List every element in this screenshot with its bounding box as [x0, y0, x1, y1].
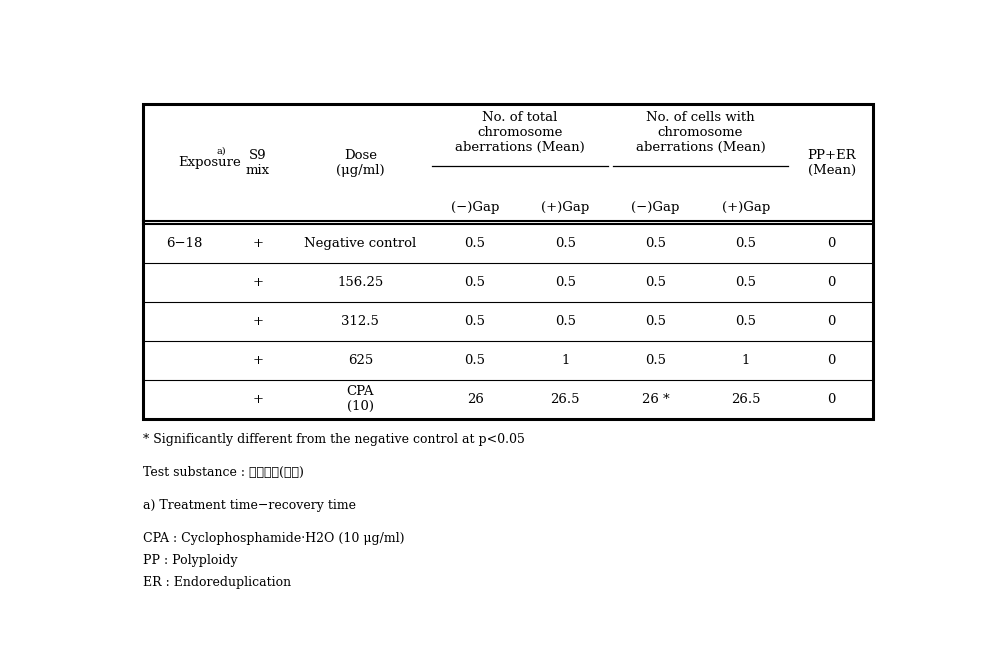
Text: (−)Gap: (−)Gap — [451, 202, 499, 214]
Bar — [143, 104, 873, 419]
Text: 0: 0 — [827, 315, 835, 328]
Text: 0.5: 0.5 — [465, 315, 486, 328]
Text: 0.5: 0.5 — [645, 315, 666, 328]
Text: 0: 0 — [827, 392, 835, 406]
Text: 0.5: 0.5 — [555, 276, 576, 289]
Text: a): a) — [216, 146, 226, 156]
Text: +: + — [253, 354, 264, 367]
Text: 26 *: 26 * — [641, 392, 669, 406]
Text: 0.5: 0.5 — [465, 354, 486, 367]
Text: 0.5: 0.5 — [465, 237, 486, 251]
Text: 625: 625 — [348, 354, 373, 367]
Text: 26: 26 — [467, 392, 484, 406]
Text: +: + — [253, 315, 264, 328]
Text: ER : Endoreduplication: ER : Endoreduplication — [143, 576, 291, 589]
Text: 0.5: 0.5 — [645, 237, 666, 251]
Text: PP : Polyploidy: PP : Polyploidy — [143, 554, 238, 567]
Text: 0: 0 — [827, 237, 835, 251]
Text: 0.5: 0.5 — [555, 315, 576, 328]
Text: (+)Gap: (+)Gap — [541, 202, 590, 214]
Text: 26.5: 26.5 — [551, 392, 580, 406]
Text: S9
mix: S9 mix — [246, 149, 270, 177]
Text: 0.5: 0.5 — [645, 276, 666, 289]
Text: CPA : Cyclophosphamide·H2O (10 μg/ml): CPA : Cyclophosphamide·H2O (10 μg/ml) — [143, 532, 404, 546]
Text: +: + — [253, 237, 264, 251]
Text: No. of cells with
chromosome
aberrations (Mean): No. of cells with chromosome aberrations… — [635, 111, 765, 154]
Text: 26.5: 26.5 — [731, 392, 760, 406]
Text: 312.5: 312.5 — [341, 315, 380, 328]
Text: Exposure: Exposure — [178, 156, 241, 169]
Text: 0: 0 — [827, 276, 835, 289]
Text: (+)Gap: (+)Gap — [721, 202, 770, 214]
Text: 1: 1 — [561, 354, 570, 367]
Text: 0.5: 0.5 — [465, 276, 486, 289]
Text: 6−18: 6−18 — [165, 237, 202, 251]
Text: Negative control: Negative control — [304, 237, 416, 251]
Text: PP+ER
(Mean): PP+ER (Mean) — [808, 149, 856, 177]
Text: 0.5: 0.5 — [645, 354, 666, 367]
Text: Test substance : 귀두라미(분말): Test substance : 귀두라미(분말) — [143, 466, 304, 479]
Text: Dose
(μg/ml): Dose (μg/ml) — [336, 149, 385, 177]
Text: 156.25: 156.25 — [337, 276, 384, 289]
Text: (−)Gap: (−)Gap — [631, 202, 680, 214]
Text: * Significantly different from the negative control at p<0.05: * Significantly different from the negat… — [143, 433, 525, 446]
Text: 0.5: 0.5 — [735, 237, 756, 251]
Text: 1: 1 — [741, 354, 750, 367]
Text: a) Treatment time−recovery time: a) Treatment time−recovery time — [143, 499, 356, 512]
Text: +: + — [253, 392, 264, 406]
Text: +: + — [253, 276, 264, 289]
Text: 0: 0 — [827, 354, 835, 367]
Text: 0.5: 0.5 — [735, 315, 756, 328]
Text: CPA
(10): CPA (10) — [347, 385, 374, 413]
Text: 0.5: 0.5 — [555, 237, 576, 251]
Text: 0.5: 0.5 — [735, 276, 756, 289]
Text: No. of total
chromosome
aberrations (Mean): No. of total chromosome aberrations (Mea… — [455, 111, 585, 154]
